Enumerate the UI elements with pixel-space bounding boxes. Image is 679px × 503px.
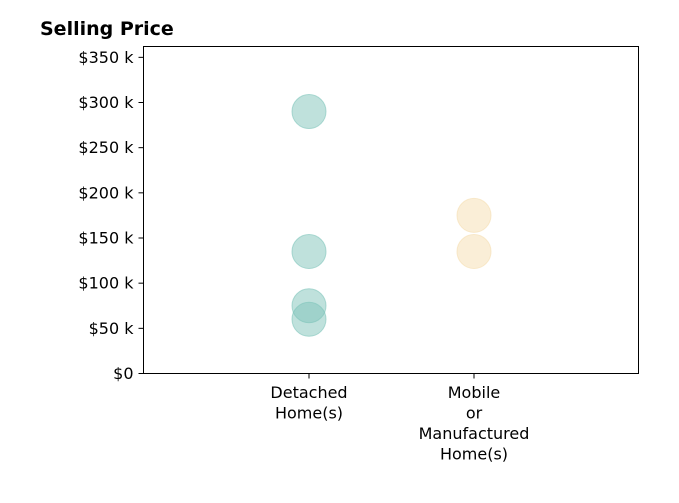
scatter-point: [291, 94, 327, 130]
y-tick-label: $150 k: [78, 229, 134, 248]
scatter-point: [291, 234, 327, 270]
scatter-point: [456, 234, 492, 270]
y-tick-label: $300 k: [78, 93, 134, 112]
y-tick-label: $350 k: [78, 48, 134, 67]
y-tick-label: $0: [113, 364, 133, 383]
y-tick-label: $100 k: [78, 274, 134, 293]
y-tick-label: $50 k: [89, 319, 135, 338]
plot-area: [143, 46, 639, 374]
y-axis: $0 $50 k $100 k $150 k $200 k $250 k $300 k $35…: [78, 48, 144, 383]
x-tick-label: Detached Home(s): [270, 383, 347, 423]
scatter-point: [291, 301, 327, 337]
y-tick-label: $250 k: [78, 138, 134, 157]
x-axis: Detached Home(s) Mobile or Manufactured Home(…: [270, 373, 530, 464]
scatter-point: [456, 197, 492, 233]
x-tick-label: Mobile or Manufactured Home(s): [419, 383, 530, 464]
y-tick-label: $200 k: [78, 183, 134, 202]
data-points: [291, 94, 492, 337]
chart-title: Selling Price: [40, 18, 174, 40]
